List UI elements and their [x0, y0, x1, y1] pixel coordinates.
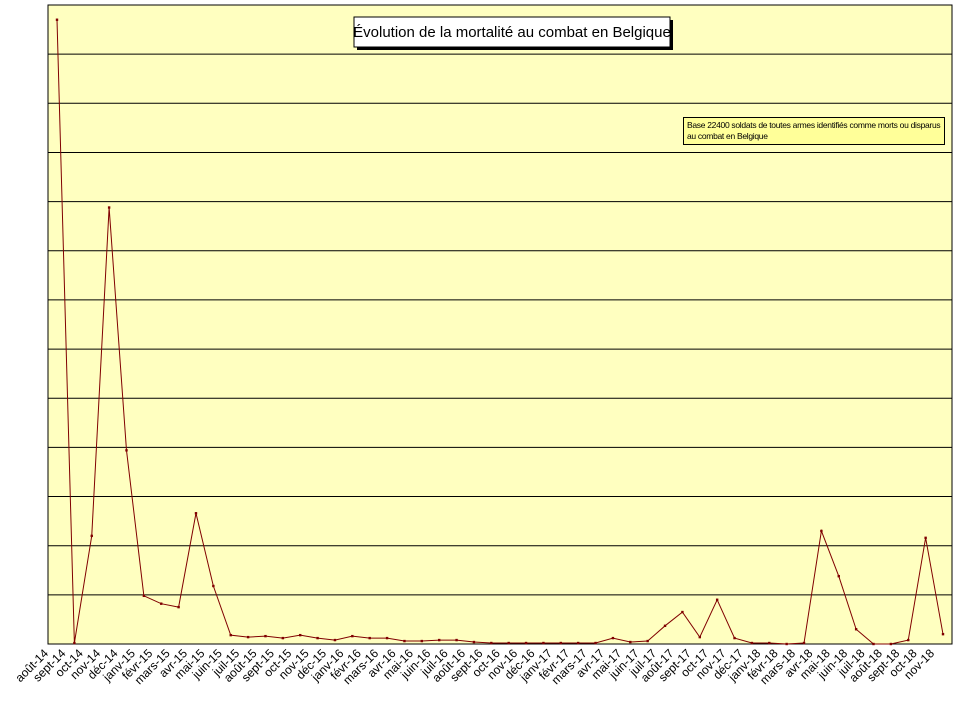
- point-marker: [177, 605, 180, 609]
- point-marker: [455, 638, 458, 642]
- point-marker: [472, 640, 476, 644]
- point-marker: [73, 641, 76, 645]
- point-marker: [264, 634, 267, 638]
- point-marker: [820, 529, 823, 533]
- x-labels: août-14sept-14oct-14nov-14déc-14janv-15f…: [12, 646, 937, 687]
- point-marker: [246, 635, 250, 639]
- point-marker: [681, 610, 684, 614]
- point-marker: [385, 636, 389, 640]
- point-marker: [941, 632, 945, 636]
- point-marker: [837, 574, 840, 578]
- point-marker: [90, 534, 93, 538]
- title-box: [353, 16, 671, 48]
- point-marker: [107, 206, 111, 209]
- lines: [55, 18, 945, 646]
- point-marker: [212, 584, 215, 588]
- point-marker: [229, 633, 232, 637]
- point-marker: [316, 636, 319, 640]
- point-marker: [872, 642, 875, 646]
- grid: [48, 4, 952, 645]
- point-marker: [629, 640, 632, 644]
- plot-area: [47, 4, 953, 645]
- annotation-box: Base 22400 soldats de toutes armes ident…: [683, 117, 945, 145]
- point-marker: [524, 641, 528, 645]
- point-marker: [125, 449, 128, 452]
- point-marker: [420, 639, 424, 643]
- point-marker: [490, 641, 493, 645]
- point-marker: [142, 594, 146, 598]
- point-marker: [907, 638, 910, 642]
- point-marker: [542, 641, 545, 645]
- point-marker: [785, 642, 788, 646]
- point-marker: [924, 536, 927, 540]
- point-marker: [299, 633, 302, 637]
- point-marker: [750, 641, 754, 645]
- point-marker: [55, 18, 59, 21]
- point-marker: [559, 641, 563, 645]
- point-marker: [437, 638, 441, 642]
- series-line: [56, 19, 944, 645]
- chart-title: Évolution de la mortalité au combat en B…: [353, 24, 671, 41]
- point-marker: [576, 641, 580, 645]
- point-marker: [663, 624, 667, 628]
- point-marker: [507, 641, 510, 645]
- point-marker: [733, 636, 736, 640]
- point-marker: [715, 598, 719, 601]
- point-marker: [802, 641, 806, 645]
- point-marker: [281, 636, 285, 640]
- point-marker: [854, 628, 858, 631]
- point-marker: [698, 635, 701, 639]
- point-marker: [889, 642, 893, 646]
- annotation: Base 22400 soldats de toutes armes ident…: [683, 117, 945, 145]
- point-marker: [403, 639, 406, 643]
- point-marker: [333, 638, 337, 642]
- point-marker: [768, 641, 771, 645]
- point-marker: [160, 602, 163, 605]
- point-marker: [611, 636, 615, 640]
- point-marker: [194, 512, 198, 515]
- point-marker: [594, 641, 597, 645]
- point-marker: [351, 634, 354, 638]
- point-marker: [368, 636, 371, 640]
- point-marker: [646, 639, 649, 643]
